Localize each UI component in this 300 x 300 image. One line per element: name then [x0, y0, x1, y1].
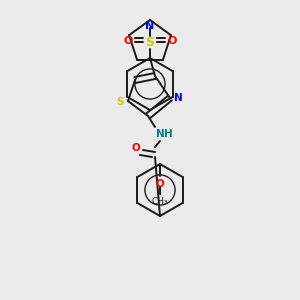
- Text: S: S: [116, 97, 124, 107]
- Text: O: O: [132, 143, 140, 153]
- Text: O: O: [156, 179, 164, 189]
- Text: N: N: [156, 129, 164, 139]
- Text: H: H: [164, 129, 172, 139]
- Text: S: S: [146, 35, 154, 49]
- Text: O: O: [123, 36, 133, 46]
- Text: N: N: [146, 21, 154, 31]
- Text: CH₃: CH₃: [152, 197, 168, 206]
- Text: O: O: [167, 36, 177, 46]
- Text: N: N: [174, 93, 182, 103]
